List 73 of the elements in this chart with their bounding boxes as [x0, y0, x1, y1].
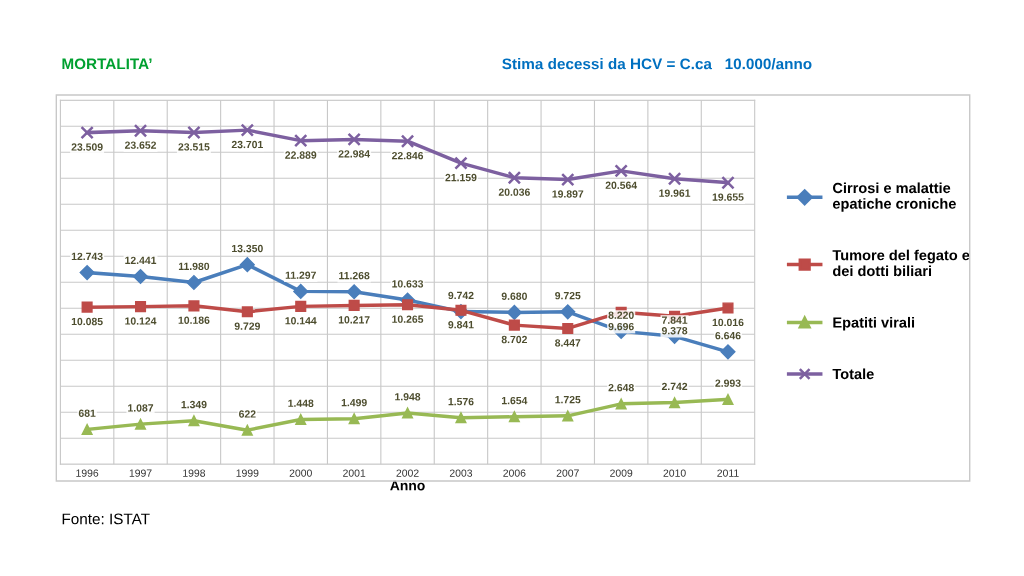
- data-label: 8.702: [501, 335, 527, 344]
- data-label: 1.576: [448, 397, 474, 406]
- x-tick-label: 2009: [610, 469, 633, 477]
- data-label: 11.297: [285, 271, 316, 279]
- x-tick-label: 1996: [76, 469, 99, 477]
- data-label: 19.897: [552, 190, 584, 198]
- data-label: 10.265: [392, 315, 424, 323]
- data-label: 9.725: [555, 291, 581, 300]
- data-label: 21.159: [445, 173, 477, 182]
- data-label: 1.448: [288, 399, 314, 407]
- x-tick-label: 1998: [183, 469, 206, 477]
- data-label: 9.841: [448, 321, 474, 329]
- data-label: 1.654: [501, 396, 528, 405]
- legend-label: Epatiti virali: [833, 316, 915, 331]
- data-label: 20.036: [498, 188, 530, 196]
- x-tick-label: 2010: [663, 469, 686, 477]
- data-label: 9.680: [501, 292, 527, 300]
- data-label: 2.993: [715, 379, 741, 387]
- chart-subtitle: Stima decessi da HCV = C.ca 10.000/anno: [502, 58, 812, 70]
- x-tick-label: 1997: [129, 469, 152, 477]
- x-tick-label: 2002: [396, 469, 419, 477]
- data-label: 22.984: [338, 150, 371, 158]
- source-note: Fonte: ISTAT: [62, 513, 150, 525]
- data-label: 12.441: [125, 256, 157, 264]
- data-label: 22.889: [285, 151, 317, 159]
- chart-title: MORTALITA’: [62, 58, 152, 70]
- data-label: 10.085: [71, 317, 103, 326]
- data-label: 10.016: [712, 318, 744, 327]
- data-label: 622: [239, 410, 256, 418]
- data-label: 9.742: [448, 291, 474, 300]
- data-label: 23.701: [231, 140, 263, 149]
- x-tick-label: 2007: [556, 469, 579, 477]
- x-tick-label: 2001: [343, 469, 366, 477]
- data-label: 8.447: [555, 339, 581, 347]
- data-label: 2.742: [661, 382, 688, 391]
- data-label: 23.509: [71, 143, 103, 151]
- x-axis-title: Anno: [390, 480, 425, 491]
- data-label: 10.186: [178, 316, 210, 324]
- data-label: 10.124: [125, 317, 157, 325]
- x-tick-label: 2011: [717, 469, 739, 477]
- data-label: 1.725: [555, 395, 581, 404]
- data-label: 11.980: [178, 262, 210, 271]
- data-label: 7.841: [662, 316, 688, 324]
- data-label: 1.087: [128, 404, 154, 412]
- data-label: 23.652: [124, 141, 157, 149]
- data-label: 1.948: [395, 393, 421, 401]
- data-label: 2.648: [608, 383, 634, 392]
- data-label: 9.729: [234, 322, 260, 330]
- x-tick-label: 2003: [449, 469, 473, 477]
- data-label: 22.846: [391, 151, 424, 160]
- data-label: 9.378: [661, 327, 688, 335]
- x-tick-label: 2006: [503, 469, 526, 477]
- legend-label: Totale: [832, 368, 874, 380]
- data-label: 8.220: [608, 311, 634, 319]
- data-label: 11.268: [339, 271, 370, 280]
- x-tick-label: 2000: [289, 469, 312, 477]
- data-label: 10.633: [392, 280, 424, 288]
- data-label: 13.350: [232, 244, 263, 253]
- data-label: 19.961: [659, 189, 691, 197]
- data-label: 1.349: [181, 400, 207, 409]
- data-label: 6.646: [715, 331, 741, 340]
- data-label: 9.696: [608, 322, 634, 331]
- data-label: 23.515: [178, 143, 210, 151]
- data-label: 681: [78, 409, 96, 417]
- legend-label: Tumore del fegato e dei dotti biliari: [832, 249, 970, 277]
- x-tick-label: 1999: [236, 469, 259, 477]
- data-label: 19.655: [712, 193, 744, 201]
- data-label: 20.564: [605, 181, 638, 189]
- legend-label: Cirrosi e malattie epatiche croniche: [832, 182, 956, 212]
- data-label: 12.743: [71, 252, 103, 261]
- data-label: 10.144: [285, 317, 317, 325]
- data-label: 10.217: [338, 316, 370, 324]
- data-label: 1.499: [341, 398, 367, 407]
